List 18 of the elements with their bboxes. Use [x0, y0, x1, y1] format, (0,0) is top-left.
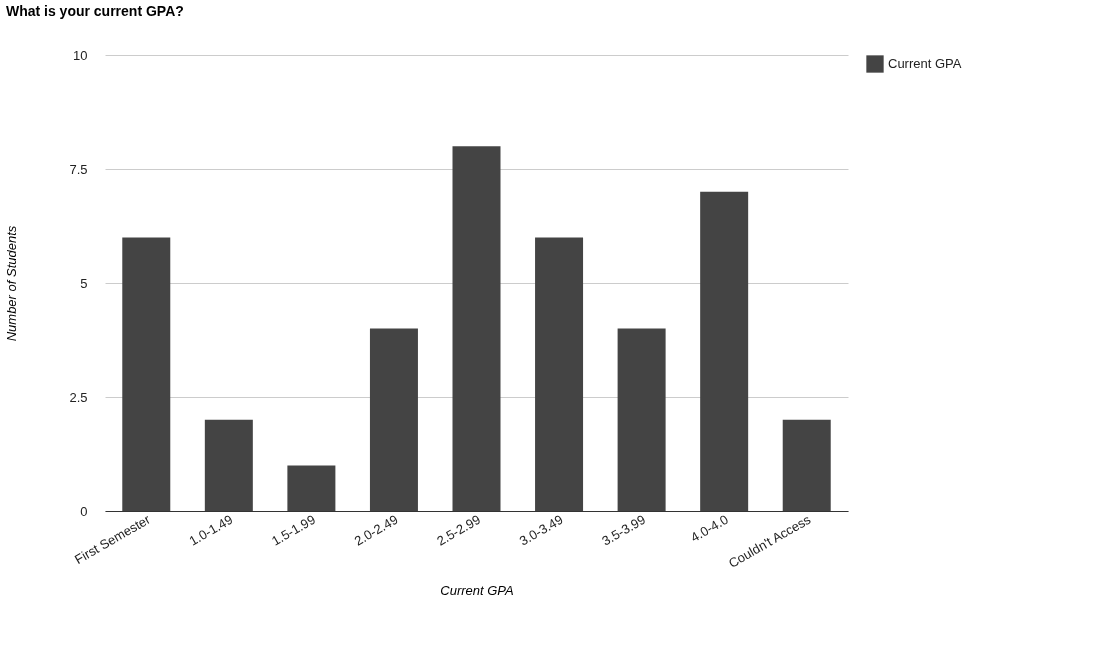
y-tick-label: 10: [73, 47, 88, 63]
bar: [452, 146, 501, 511]
bar: [204, 419, 253, 511]
legend-label: Current GPA: [888, 56, 962, 71]
x-axis-title: Current GPA: [440, 583, 514, 599]
bar: [782, 419, 831, 511]
bar: [700, 191, 749, 511]
bar: [369, 328, 418, 511]
bar: [122, 237, 171, 511]
bar: [287, 465, 336, 511]
y-tick-label: 2.5: [69, 389, 88, 405]
chart-title: What is your current GPA?: [5, 3, 184, 19]
bar: [617, 328, 666, 511]
y-tick-label: 0: [80, 503, 88, 519]
y-tick-label: 5: [80, 275, 88, 291]
y-axis-title: Number of Students: [4, 225, 20, 342]
y-tick-label: 7.5: [69, 161, 88, 177]
bar: [535, 237, 584, 511]
